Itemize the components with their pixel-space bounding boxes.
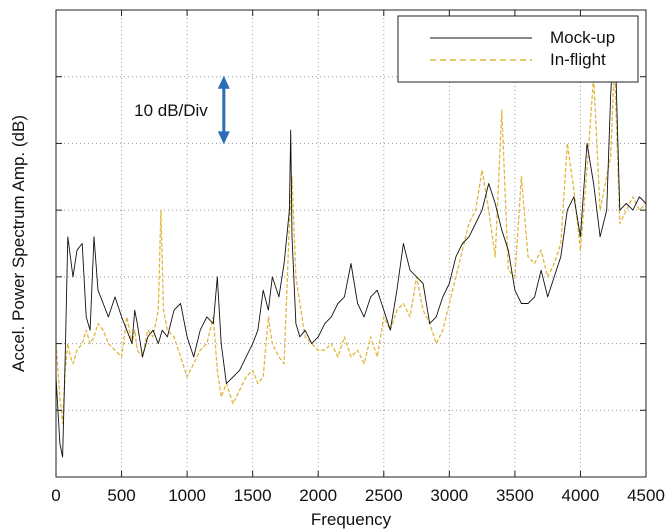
x-tick-label: 4500 — [627, 486, 665, 505]
x-tick-label: 1500 — [234, 486, 272, 505]
legend-label-in-flight: In-flight — [550, 50, 606, 69]
y-axis-title: Accel. Power Spectrum Amp. (dB) — [9, 115, 28, 372]
scale-annotation-label: 10 dB/Div — [134, 101, 208, 120]
series-line-in-flight — [55, 62, 647, 425]
x-axis-title: Frequency — [311, 510, 392, 529]
legend-box — [397, 15, 639, 83]
x-tick-label: 2000 — [299, 486, 337, 505]
legend-label-mock-up: Mock-up — [550, 28, 615, 47]
x-tick-label: 0 — [51, 486, 60, 505]
x-tick-label: 3500 — [496, 486, 534, 505]
x-ticks: 0 500 1000 1500 2000 2500 3000 3500 4000 4500 — [51, 10, 665, 505]
x-tick-label: 4000 — [562, 486, 600, 505]
x-tick-label: 3000 — [430, 486, 468, 505]
series-layer — [55, 22, 647, 458]
scale-annotation: 10 dB/Div — [134, 75, 230, 145]
scale-arrow-head-up-icon — [217, 75, 230, 89]
legend: Mock-up In-flight — [397, 15, 639, 83]
x-tick-label: 1000 — [168, 486, 206, 505]
plot-frame — [55, 9, 647, 478]
scale-arrow-head-down-icon — [217, 131, 230, 145]
x-tick-label: 500 — [107, 486, 135, 505]
series-line-mock-up — [55, 22, 647, 458]
x-tick-label: 2500 — [365, 486, 403, 505]
